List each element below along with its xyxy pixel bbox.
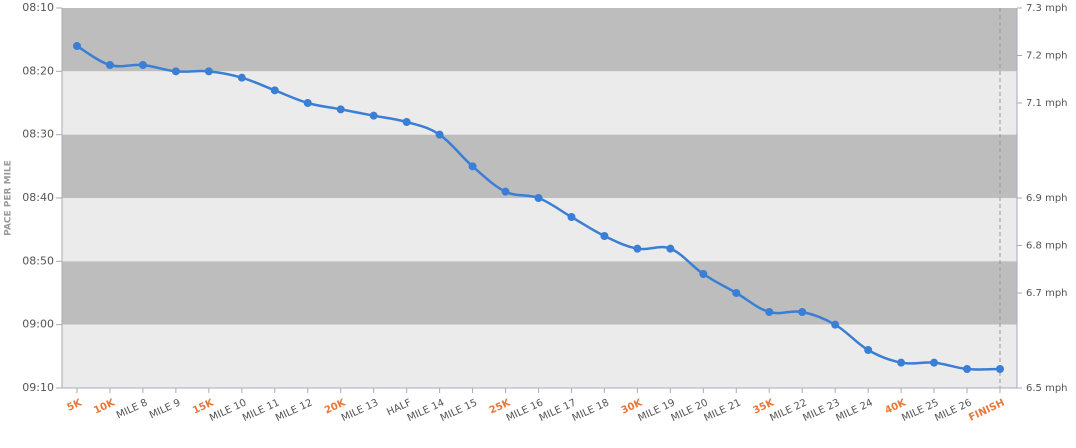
point <box>73 42 81 50</box>
x-tick-label: MILE 10 <box>208 397 248 424</box>
y-tick-label: 08:10 <box>22 1 54 14</box>
band <box>62 324 1017 388</box>
point <box>501 187 510 196</box>
x-tick-label: MILE 26 <box>933 397 973 424</box>
point <box>831 320 840 329</box>
x-tick-label: MILE 23 <box>801 397 841 424</box>
y-tick-label: 08:20 <box>22 64 54 77</box>
x-tick-label: MILE 12 <box>274 397 314 424</box>
y2-tick-label: 6.5 mph <box>1026 383 1068 394</box>
point <box>204 67 213 76</box>
x-tick-label: MILE 22 <box>768 397 808 424</box>
x-tick-label: MILE 18 <box>571 397 611 424</box>
point <box>171 67 180 76</box>
x-tick-label: MILE 20 <box>670 397 710 424</box>
y2-tick-label: 7.2 mph <box>1026 51 1068 62</box>
point <box>930 358 939 367</box>
y2-tick-label: 7.1 mph <box>1026 98 1068 109</box>
point <box>468 162 477 171</box>
point <box>402 118 411 126</box>
band <box>62 261 1017 325</box>
x-tick-label: MILE 15 <box>439 397 479 424</box>
point <box>963 365 972 373</box>
y-axis-title: PACE PER MILE <box>4 160 14 236</box>
point <box>534 194 543 202</box>
x-tick-label: MILE 8 <box>115 397 150 421</box>
y-tick-label: 08:40 <box>22 191 54 204</box>
y2-tick-label: 6.7 mph <box>1026 288 1068 299</box>
x-tick-label: MILE 24 <box>834 397 874 424</box>
point <box>369 111 378 120</box>
y2-tick-label: 6.9 mph <box>1026 193 1068 204</box>
point <box>765 308 774 316</box>
point <box>336 105 345 114</box>
point <box>270 86 279 95</box>
x-tick-label: MILE 16 <box>505 397 545 424</box>
point <box>897 358 906 367</box>
band <box>62 8 1017 72</box>
x-tick-label: MILE 21 <box>702 397 742 424</box>
point <box>666 244 675 253</box>
point <box>567 213 576 221</box>
x-tick-label: MILE 13 <box>340 397 380 424</box>
point <box>237 73 246 82</box>
y-tick-label: 09:10 <box>22 381 54 394</box>
point <box>138 61 147 69</box>
y-tick-label: 08:30 <box>22 128 54 141</box>
point <box>435 130 444 139</box>
point <box>699 270 708 278</box>
point <box>732 289 741 297</box>
band <box>62 71 1017 135</box>
point <box>864 346 873 354</box>
point <box>798 308 807 316</box>
band <box>62 198 1017 262</box>
band <box>62 134 1017 198</box>
x-tick-label: MILE 17 <box>538 397 578 424</box>
x-tick-label: MILE 11 <box>241 397 281 424</box>
y2-tick-label: 6.8 mph <box>1026 241 1068 252</box>
x-tick-label: MILE 19 <box>637 397 677 424</box>
x-tick-label: MILE 25 <box>900 397 940 424</box>
x-tick-label: 10K <box>92 397 117 417</box>
x-tick-label: 5K <box>66 397 85 414</box>
x-tick-label: MILE 14 <box>406 397 446 424</box>
point <box>303 99 312 107</box>
y2-tick-label: 7.3 mph <box>1026 3 1068 14</box>
x-tick-label: MILE 9 <box>148 397 183 421</box>
point <box>105 61 114 69</box>
x-tick-label: FINISH <box>967 397 1006 423</box>
y-tick-label: 09:00 <box>22 318 54 331</box>
point <box>996 365 1004 373</box>
point <box>600 232 609 240</box>
point <box>633 244 642 253</box>
y-tick-label: 08:50 <box>22 254 54 267</box>
